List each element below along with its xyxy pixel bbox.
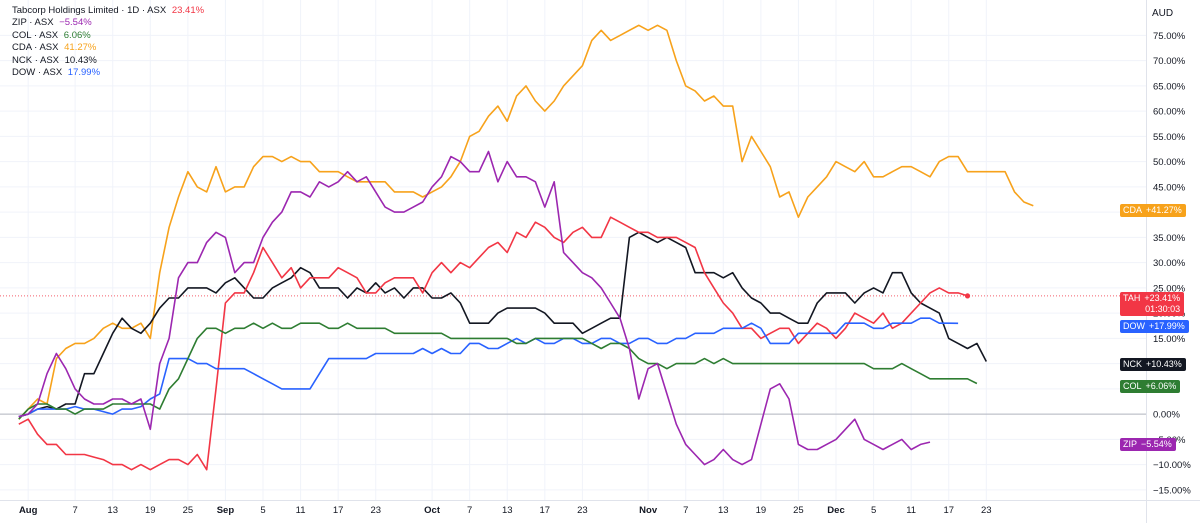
x-axis: Aug 7 13 19 25 Sep 5 11 17 23 Oct 7 13 17 23 Nov 7 13 19 25… (0, 500, 1200, 516)
x-tick-label: 17 (333, 505, 344, 516)
y-tick-label: −10.00% (1153, 460, 1191, 471)
y-tick-label: 70.00% (1153, 56, 1186, 67)
series-line-tah[interactable] (18, 216, 968, 471)
legend-exchange: ASX (34, 17, 54, 29)
y-tick-label: 35.00% (1153, 233, 1186, 244)
legend-value: 10.43% (64, 54, 97, 66)
x-tick-label: 23 (577, 505, 588, 516)
badge-value: +41.27% (1146, 205, 1182, 215)
series-line-col[interactable] (18, 322, 978, 420)
price-badge-zip: ZIP −5.54% (1120, 438, 1176, 451)
legend-main-title[interactable]: Tabcorp Holdings Limited · 1D · ASX (12, 5, 167, 16)
legend-item-nck[interactable]: NCK · ASX 10.43% (12, 54, 97, 66)
legend-title: Tabcorp Holdings Limited · 1D · ASX 23.4… (12, 5, 204, 17)
legend-symbol: CDA (12, 42, 32, 54)
legend-value: −5.54% (59, 17, 92, 29)
badge-symbol: DOW (1123, 321, 1145, 331)
series-line-zip[interactable] (18, 150, 931, 466)
x-tick-label: 25 (793, 505, 804, 516)
legend-value: 17.99% (67, 67, 101, 79)
y-tick-label: 55.00% (1153, 132, 1186, 143)
x-tick-label: 23 (370, 505, 381, 516)
y-tick-label: 65.00% (1153, 81, 1186, 92)
y-tick-label: 30.00% (1153, 258, 1186, 269)
legend-exchange: ASX (39, 54, 59, 66)
badge-value: −5.54% (1141, 439, 1172, 449)
badge-symbol: NCK (1123, 359, 1143, 369)
series-line-cda[interactable] (18, 24, 1034, 420)
legend-exchange: ASX (43, 67, 63, 79)
y-tick-label: 25.00% (1153, 283, 1186, 294)
x-tick-label: 19 (756, 505, 767, 516)
legend: Tabcorp Holdings Limited · 1D · ASX 23.4… (12, 5, 204, 79)
last-point-tah (964, 293, 971, 299)
legend-symbol: DOW (12, 67, 36, 79)
x-tick-label: 23 (981, 505, 992, 516)
badge-value: +23.41% (1144, 293, 1181, 303)
y-tick-label: 75.00% (1153, 31, 1186, 42)
legend-item-cda[interactable]: CDA · ASX 41.27% (12, 42, 97, 54)
y-tick-label: −15.00% (1153, 485, 1191, 496)
legend-value: 6.06% (63, 29, 91, 41)
x-tick-label: 13 (718, 505, 729, 516)
price-badge-nck: NCK +10.43% (1120, 358, 1186, 371)
legend-symbol: ZIP (12, 17, 27, 29)
legend-item-dow[interactable]: DOW · ASX 17.99% (12, 67, 101, 79)
countdown-timer: 01:30:03 (1145, 304, 1181, 314)
x-tick-label: Nov (639, 505, 658, 516)
y-tick-label: 15.00% (1153, 334, 1186, 345)
series-line-nck[interactable] (18, 231, 988, 418)
x-tick-label: 7 (683, 505, 688, 516)
x-tick-label: 7 (72, 505, 77, 516)
legend-main-value: 23.41% (171, 5, 205, 16)
price-badge-tah: TAH +23.41% 01:30:03 (1120, 292, 1185, 316)
badge-symbol: COL (1123, 381, 1142, 391)
price-badge-col: COL +6.06% (1120, 380, 1181, 393)
legend-value: 41.27% (64, 42, 97, 54)
y-tick-label: 45.00% (1153, 182, 1186, 193)
x-tick-label: Oct (424, 505, 441, 516)
badge-symbol: ZIP (1123, 439, 1138, 449)
series-lines (0, 24, 1146, 471)
badge-value: +10.43% (1146, 359, 1182, 369)
y-tick-label: 50.00% (1153, 157, 1186, 168)
series-line-dow[interactable] (18, 317, 959, 418)
legend-item-zip[interactable]: ZIP · ASX −5.54% (12, 17, 92, 29)
legend-symbol: COL (12, 29, 32, 41)
x-tick-label: 13 (502, 505, 513, 516)
x-tick-label: 11 (906, 505, 916, 516)
legend-item-col[interactable]: COL · ASX 6.06% (12, 29, 91, 41)
x-tick-label: Dec (827, 505, 844, 516)
badge-value: +17.99% (1149, 321, 1185, 331)
x-tick-label: 13 (107, 505, 118, 516)
legend-exchange: ASX (39, 42, 59, 54)
x-tick-label: 7 (467, 505, 472, 516)
legend-symbol: NCK (12, 54, 33, 66)
price-badge-dow: DOW +17.99% (1120, 320, 1189, 333)
price-badge-cda: CDA +41.27% (1120, 204, 1186, 217)
x-tick-label: 17 (540, 505, 551, 516)
x-tick-label: Sep (217, 505, 235, 516)
legend-exchange: ASX (39, 29, 59, 41)
y-tick-label: 0.00% (1153, 410, 1180, 421)
x-tick-label: 19 (145, 505, 156, 516)
x-tick-label: Aug (19, 505, 38, 516)
x-tick-label: 17 (943, 505, 954, 516)
x-tick-label: 5 (871, 505, 876, 516)
badge-symbol: TAH (1123, 293, 1141, 303)
badge-symbol: CDA (1123, 205, 1143, 215)
x-tick-label: 25 (183, 505, 194, 516)
x-tick-label: 5 (260, 505, 265, 516)
x-tick-label: 11 (296, 505, 306, 516)
y-tick-label: 60.00% (1153, 107, 1186, 118)
badge-value: +6.06% (1145, 381, 1177, 391)
y-axis-unit[interactable]: AUD (1152, 8, 1174, 19)
